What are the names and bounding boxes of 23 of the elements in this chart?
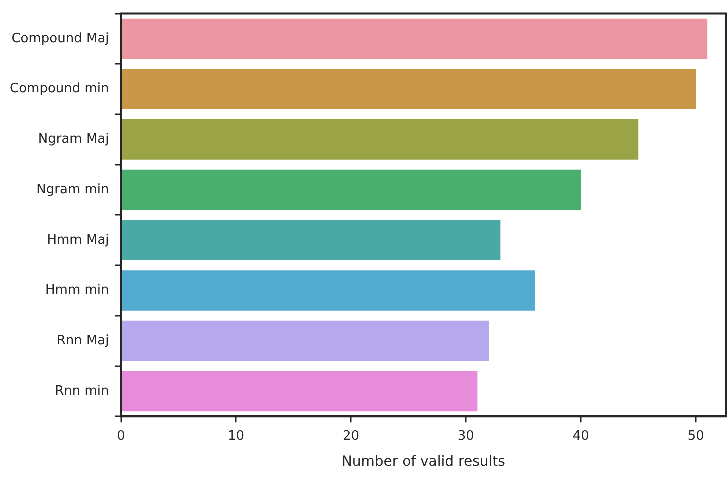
bar xyxy=(122,69,696,110)
x-tick-label: 40 xyxy=(572,428,590,444)
bar xyxy=(122,120,639,160)
x-axis-title: Number of valid results xyxy=(342,454,506,470)
x-tick-label: 20 xyxy=(342,428,360,444)
bar xyxy=(122,270,536,311)
x-tick-label: 0 xyxy=(117,428,126,444)
y-tick-label: Rnn min xyxy=(55,384,110,399)
y-tick-label: Hmm min xyxy=(46,283,110,298)
bar xyxy=(122,18,708,60)
y-tick-label: Compound Maj xyxy=(12,31,110,46)
x-tick-label: 10 xyxy=(228,428,245,444)
y-tick-label: Ngram min xyxy=(36,182,110,198)
bar xyxy=(122,320,490,362)
y-tick-label: Rnn Maj xyxy=(56,333,110,348)
y-tick-label: Hmm Maj xyxy=(47,232,110,248)
bar xyxy=(122,220,501,261)
y-tick-label: Compound min xyxy=(10,82,110,97)
bar xyxy=(122,371,478,412)
bar xyxy=(122,170,582,210)
x-tick-label: 30 xyxy=(458,428,474,444)
y-tick-label: Ngram Maj xyxy=(38,132,110,148)
x-tick-label: 50 xyxy=(688,428,704,444)
